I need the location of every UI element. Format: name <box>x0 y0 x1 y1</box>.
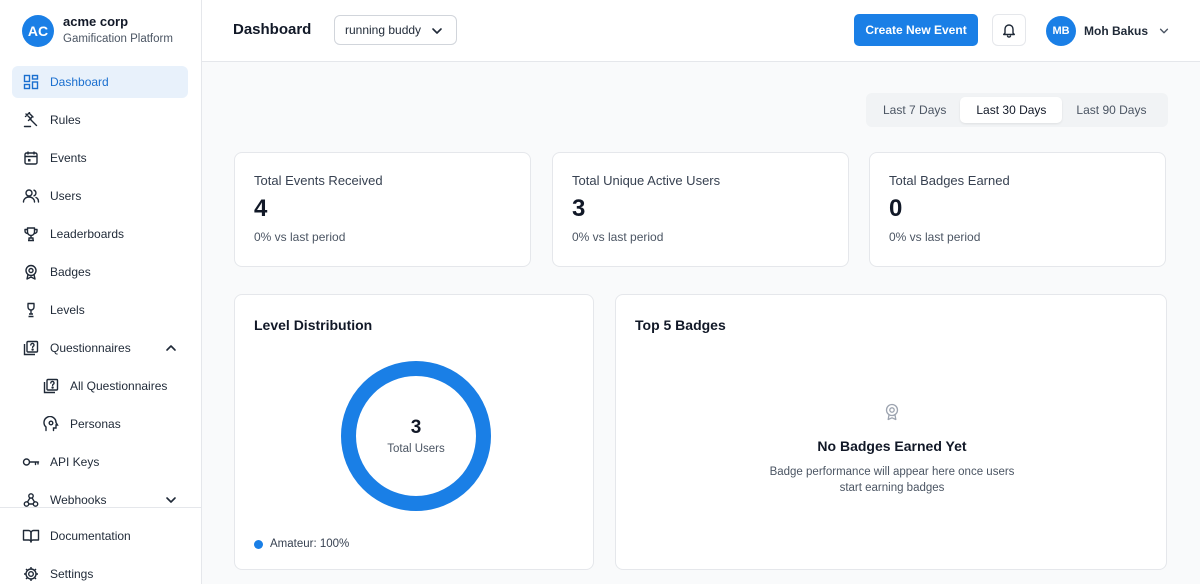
stat-delta: 0% vs last period <box>572 230 664 244</box>
sidebar: AC acme corp Gamification Platform Dashb… <box>0 0 202 584</box>
top-badges-panel: Top 5 Badges No Badges Earned Yet Badge … <box>615 294 1167 570</box>
level-donut-chart: 3 Total Users <box>340 360 492 512</box>
sidebar-item-label: Users <box>50 189 82 203</box>
chevron-down-icon <box>1159 28 1169 34</box>
sidebar-item-label: Questionnaires <box>50 341 131 355</box>
create-new-event-button[interactable]: Create New Event <box>854 14 978 46</box>
stat-value: 4 <box>254 195 268 222</box>
stat-delta: 0% vs last period <box>254 230 346 244</box>
sidebar-item-label: Webhooks <box>50 493 107 507</box>
range-last-90-days[interactable]: Last 90 Days <box>1076 103 1147 117</box>
stat-value: 0 <box>889 195 903 222</box>
donut-slice-amateur <box>341 361 491 511</box>
users-icon <box>22 187 40 205</box>
avatar: MB <box>1046 16 1076 46</box>
sidebar-item-settings[interactable]: Settings <box>12 558 188 584</box>
webhook-icon <box>22 491 40 509</box>
sidebar-item-users[interactable]: Users <box>12 180 188 212</box>
org-avatar: AC <box>22 14 54 47</box>
sidebar-item-label: Personas <box>70 417 121 431</box>
calendar-icon <box>22 149 40 167</box>
chevron-up-icon[interactable] <box>164 341 178 355</box>
org-subtitle: Gamification Platform <box>63 33 173 45</box>
panel-title: Level Distribution <box>254 317 373 333</box>
sidebar-item-label: Events <box>50 151 87 165</box>
sidebar-item-label: API Keys <box>50 455 100 469</box>
range-last-30-days[interactable]: Last 30 Days <box>960 97 1063 123</box>
gavel-icon <box>22 111 40 129</box>
sidebar-item-label: Settings <box>50 567 94 581</box>
persona-icon <box>42 415 60 433</box>
project-select[interactable]: running buddy <box>334 15 457 45</box>
page-title: Dashboard <box>233 21 312 38</box>
range-last-7-days[interactable]: Last 7 Days <box>883 103 947 117</box>
stat-label: Total Badges Earned <box>889 173 1010 188</box>
sidebar-divider <box>0 507 201 508</box>
levels-icon <box>22 301 40 319</box>
sidebar-item-label: Levels <box>50 303 85 317</box>
stat-card-events: Total Events Received 4 0% vs last perio… <box>234 152 531 267</box>
notifications-button[interactable] <box>992 14 1026 46</box>
donut-center: 3 Total Users <box>340 360 492 512</box>
badge-icon <box>22 263 40 281</box>
org-switcher[interactable]: AC acme corp Gamification Platform <box>22 14 173 47</box>
sidebar-item-label: All Questionnaires <box>70 379 168 393</box>
sidebar-item-label: Leaderboards <box>50 227 125 241</box>
stat-label: Total Events Received <box>254 173 383 188</box>
book-icon <box>22 527 40 545</box>
sidebar-item-label: Badges <box>50 265 91 279</box>
bell-icon <box>1003 24 1015 38</box>
donut-total-label: Total Users <box>387 443 445 455</box>
sidebar-item-badges[interactable]: Badges <box>12 256 188 288</box>
sidebar-item-label: Rules <box>50 113 81 127</box>
stat-label: Total Unique Active Users <box>572 173 721 188</box>
chevron-down-icon <box>432 28 442 34</box>
trophy-icon <box>22 225 40 243</box>
donut-svg <box>341 361 491 511</box>
dashboard-icon <box>22 73 40 91</box>
sidebar-item-api-keys[interactable]: API Keys <box>12 446 188 478</box>
sidebar-item-levels[interactable]: Levels <box>12 294 188 326</box>
sidebar-item-dashboard[interactable]: Dashboard <box>12 66 188 98</box>
level-distribution-panel: Level Distribution 3 Total Users Amateur… <box>234 294 594 570</box>
sidebar-nav: Dashboard Rules Events Users Leaderboard… <box>12 66 188 522</box>
questionnaire-icon <box>22 339 40 357</box>
panel-title: Top 5 Badges <box>635 317 726 333</box>
empty-state-title: No Badges Earned Yet <box>817 438 967 454</box>
date-range-toggle: Last 7 Days Last 30 Days Last 90 Days <box>866 93 1168 127</box>
sidebar-item-documentation[interactable]: Documentation <box>12 520 188 552</box>
sidebar-item-rules[interactable]: Rules <box>12 104 188 136</box>
legend-label: Amateur: 100% <box>270 538 350 550</box>
sidebar-item-all-questionnaires[interactable]: All Questionnaires <box>12 370 188 402</box>
legend-item: Amateur: 100% <box>254 538 349 550</box>
sidebar-item-label: Documentation <box>50 529 131 543</box>
stat-card-badges: Total Badges Earned 0 0% vs last period <box>869 152 1166 267</box>
stat-card-active-users: Total Unique Active Users 3 0% vs last p… <box>552 152 849 267</box>
questionnaire-icon <box>42 377 60 395</box>
sidebar-item-label: Dashboard <box>50 75 109 89</box>
sidebar-item-questionnaires[interactable]: Questionnaires <box>12 332 188 364</box>
legend-dot <box>254 539 263 549</box>
sidebar-item-leaderboards[interactable]: Leaderboards <box>12 218 188 250</box>
org-name: acme corp <box>63 14 129 29</box>
empty-state: No Badges Earned Yet Badge performance w… <box>616 403 1168 496</box>
sidebar-bottom-nav: Documentation Settings <box>12 520 188 584</box>
stat-delta: 0% vs last period <box>889 230 981 244</box>
sidebar-item-personas[interactable]: Personas <box>12 408 188 440</box>
project-select-value: running buddy <box>345 23 422 37</box>
user-name: Moh Bakus <box>1084 24 1149 38</box>
sidebar-item-events[interactable]: Events <box>12 142 188 174</box>
empty-state-description: Badge performance will appear here once … <box>769 466 1015 494</box>
user-menu[interactable]: MB Moh Bakus <box>1046 15 1170 47</box>
gear-icon <box>22 565 40 583</box>
donut-total: 3 <box>410 417 422 438</box>
top-header: Dashboard running buddy Create New Event… <box>202 0 1200 62</box>
sidebar-item-webhooks[interactable]: Webhooks <box>12 484 188 516</box>
key-icon <box>22 453 40 471</box>
badge-icon <box>884 403 900 426</box>
org-info: acme corp Gamification Platform <box>63 14 173 47</box>
chevron-down-icon[interactable] <box>164 493 178 507</box>
stat-value: 3 <box>572 195 586 222</box>
